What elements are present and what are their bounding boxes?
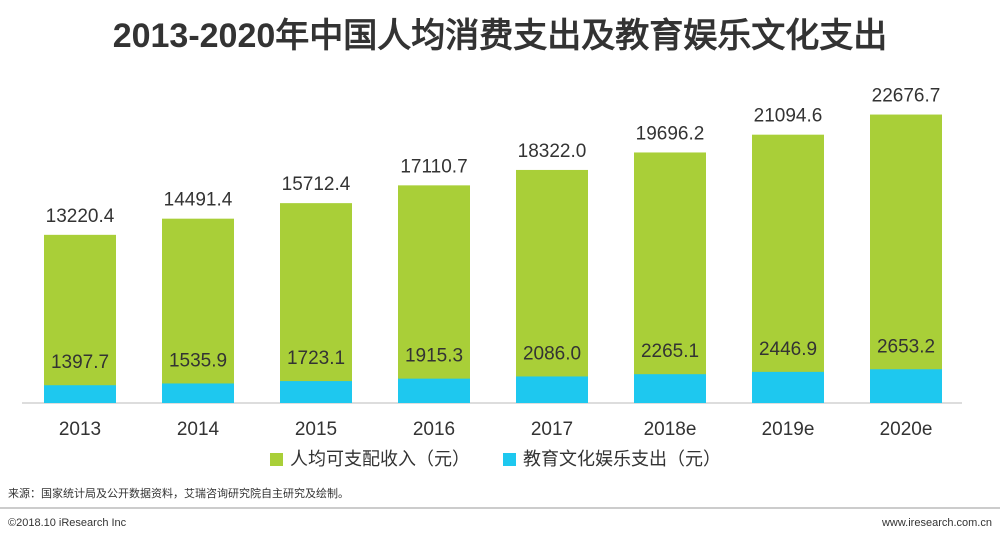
value-label: 17110.7 bbox=[400, 156, 467, 177]
x-tick-label: 2015 bbox=[295, 419, 337, 440]
x-tick-label: 2019e bbox=[762, 419, 815, 440]
legend-swatch bbox=[503, 453, 516, 466]
value-label: 2446.9 bbox=[759, 339, 817, 360]
value-label: 2653.2 bbox=[877, 336, 935, 357]
bar bbox=[44, 234, 116, 403]
bar bbox=[398, 185, 470, 403]
bar bbox=[398, 378, 470, 403]
bar bbox=[870, 369, 942, 403]
bar bbox=[634, 374, 706, 403]
source-note: 来源：国家统计局及公开数据资料，艾瑞咨询研究院自主研究及绘制。 bbox=[8, 486, 349, 500]
bar bbox=[870, 114, 942, 404]
bar bbox=[516, 169, 588, 403]
bar bbox=[280, 203, 352, 403]
value-label: 1723.1 bbox=[287, 348, 345, 369]
legend-label: 人均可支配收入（元） bbox=[290, 449, 470, 469]
bar bbox=[752, 371, 824, 403]
x-tick-label: 2018e bbox=[644, 419, 697, 440]
bar bbox=[634, 152, 706, 403]
value-label: 14491.4 bbox=[164, 190, 233, 211]
x-tick-label: 2014 bbox=[177, 419, 220, 440]
bar bbox=[44, 385, 116, 403]
bar bbox=[280, 381, 352, 403]
value-label: 15712.4 bbox=[282, 174, 351, 195]
x-tick-label: 2016 bbox=[413, 419, 455, 440]
website: www.iresearch.com.cn bbox=[881, 517, 992, 529]
bar bbox=[162, 383, 234, 403]
value-label: 19696.2 bbox=[636, 123, 705, 144]
x-tick-label: 2017 bbox=[531, 419, 573, 440]
legend-swatch bbox=[270, 453, 283, 466]
value-label: 22676.7 bbox=[872, 86, 941, 107]
value-label: 2086.0 bbox=[523, 343, 581, 364]
x-tick-label: 2020e bbox=[880, 419, 933, 440]
value-label: 1397.7 bbox=[51, 352, 109, 373]
copyright: ©2018.10 iResearch Inc bbox=[8, 517, 127, 529]
value-label: 21094.6 bbox=[754, 106, 823, 127]
value-label: 1535.9 bbox=[169, 350, 227, 371]
chart-title: 2013-2020年中国人均消费支出及教育娱乐文化支出 bbox=[113, 17, 888, 55]
x-tick-label: 2013 bbox=[59, 419, 101, 440]
value-label: 1915.3 bbox=[405, 346, 463, 367]
bar bbox=[516, 376, 588, 403]
value-label: 13220.4 bbox=[46, 206, 115, 227]
value-label: 2265.1 bbox=[641, 341, 699, 362]
legend-label: 教育文化娱乐支出（元） bbox=[523, 449, 721, 469]
bar bbox=[752, 134, 824, 403]
bar bbox=[162, 218, 234, 403]
value-label: 18322.0 bbox=[518, 141, 587, 162]
